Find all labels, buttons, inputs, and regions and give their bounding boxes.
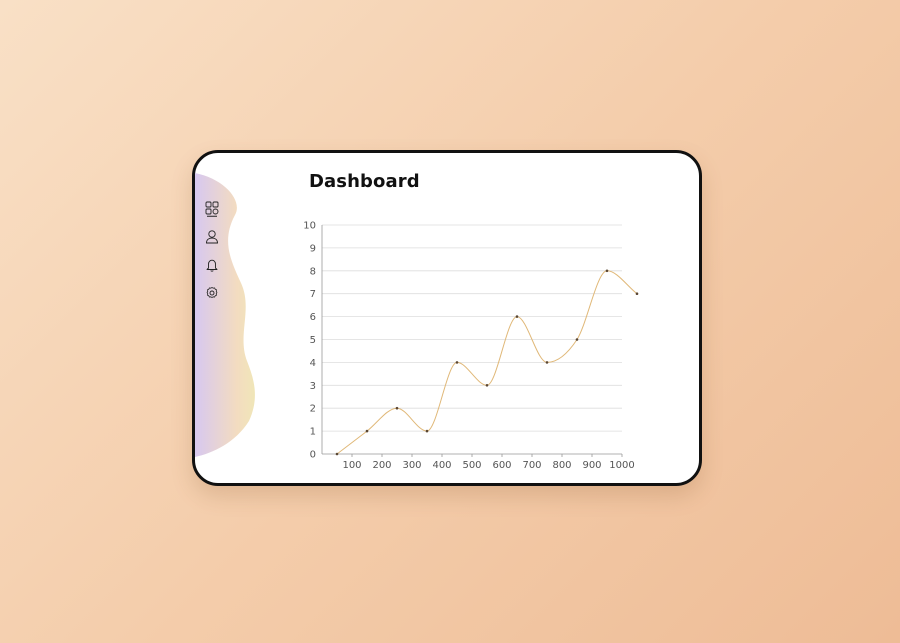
data-point — [515, 315, 519, 318]
y-tick-label: 6 — [310, 312, 316, 323]
data-point — [365, 429, 369, 433]
gear-icon — [206, 287, 218, 298]
sidebar-background — [195, 173, 255, 457]
page-title: Dashboard — [309, 171, 420, 192]
nav-item-profile[interactable] — [204, 229, 220, 245]
y-tick-label: 5 — [310, 335, 316, 346]
x-tick-label: 1000 — [609, 460, 634, 471]
bell-icon — [206, 259, 218, 272]
x-tick-label: 500 — [462, 460, 481, 471]
user-icon — [206, 230, 218, 244]
y-tick-label: 7 — [310, 289, 316, 300]
x-tick-label: 600 — [492, 460, 511, 471]
data-point — [425, 429, 429, 433]
y-tick-label: 2 — [310, 404, 316, 415]
nav-item-settings[interactable] — [204, 285, 220, 301]
x-tick-label: 300 — [402, 460, 421, 471]
y-tick-label: 1 — [310, 427, 316, 438]
y-tick-label: 10 — [303, 221, 316, 232]
x-tick-label: 100 — [342, 460, 361, 471]
y-tick-label: 4 — [310, 358, 316, 369]
x-tick-label: 400 — [432, 460, 451, 471]
line-chart: 0 1 2 3 4 5 6 7 8 9 10 100 200 300 400 500 600 700 800 900 1… — [303, 221, 639, 471]
nav-item-notifications[interactable] — [204, 257, 220, 273]
sidebar-nav — [203, 201, 221, 313]
data-point — [575, 338, 579, 341]
y-tick-label: 8 — [310, 266, 316, 277]
data-point — [545, 361, 549, 364]
data-point — [605, 269, 609, 273]
nav-item-dashboard[interactable] — [204, 201, 220, 217]
data-point — [455, 361, 459, 364]
data-point — [395, 406, 399, 410]
data-point — [485, 384, 489, 387]
x-tick-label: 200 — [372, 460, 391, 471]
y-tick-label: 0 — [310, 450, 316, 461]
x-tick-label: 900 — [582, 460, 601, 471]
series-line — [336, 270, 638, 455]
data-point — [335, 452, 339, 456]
y-tick-label: 9 — [310, 243, 316, 254]
tablet-frame: Dashboard 0 1 2 3 4 5 6 7 8 9 10 100 200 300 400 500 600… — [192, 150, 702, 486]
grid-icon — [205, 201, 219, 217]
x-tick-label: 800 — [552, 460, 571, 471]
y-tick-label: 3 — [310, 381, 316, 392]
x-tick-label: 700 — [522, 460, 541, 471]
data-point — [635, 292, 639, 295]
